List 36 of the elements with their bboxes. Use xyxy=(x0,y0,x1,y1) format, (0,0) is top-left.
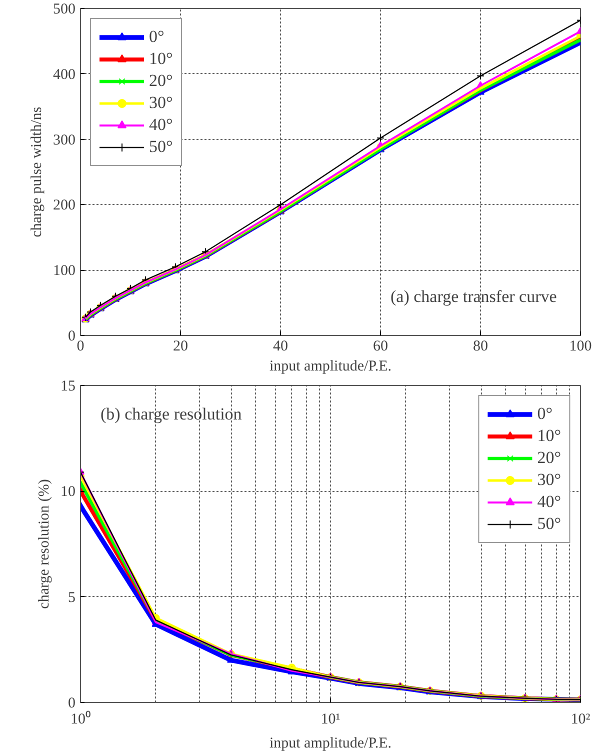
y-tick-label: 400 xyxy=(53,66,76,83)
x-tick-label: 60 xyxy=(373,338,388,354)
x-tick-label: 20 xyxy=(173,338,188,354)
y-tick-label: 5 xyxy=(68,590,76,606)
legend-label: 30° xyxy=(537,470,561,490)
x-axis-title: input amplitude/P.E. xyxy=(269,736,392,752)
y-tick-label: 300 xyxy=(53,132,76,148)
y-tick-label: 10 xyxy=(60,484,76,500)
legend-label: 40° xyxy=(149,115,173,135)
legend-label: 10° xyxy=(149,49,173,69)
x-tick-label: 40 xyxy=(273,338,288,354)
x-tick-label: 10⁰ xyxy=(70,710,90,728)
y-axis-title: charge resolution (%) xyxy=(36,479,52,609)
x-axis-title: input amplitude/P.E. xyxy=(269,358,392,374)
y-tick-label: 500 xyxy=(53,2,76,18)
legend-label: 40° xyxy=(537,492,561,512)
y-tick-label: 0 xyxy=(68,696,76,712)
legend-label: 20° xyxy=(149,71,173,91)
x-tick-label: 10² xyxy=(570,712,591,728)
y-axis-title: charge pulse width/ns xyxy=(29,106,45,238)
y-tick-label: 100 xyxy=(53,263,76,280)
legend-label: 10° xyxy=(537,426,561,446)
legend-label: 30° xyxy=(149,93,173,113)
legend-label: 0° xyxy=(149,27,166,47)
x-tick-label: 10¹ xyxy=(320,712,340,728)
x-tick-label: 100 xyxy=(569,338,592,354)
x-tick-label: 80 xyxy=(473,338,488,354)
legend-label: 50° xyxy=(149,137,173,157)
y-tick-label: 200 xyxy=(53,198,76,214)
legend-label: 50° xyxy=(537,514,561,534)
y-tick-label: 0 xyxy=(68,328,76,344)
annotation: (a) charge transfer curve xyxy=(390,287,557,306)
legend-label: 0° xyxy=(537,404,554,424)
annotation: (b) charge resolution xyxy=(100,404,242,424)
y-tick-label: 15 xyxy=(60,378,76,394)
legend-label: 20° xyxy=(537,448,561,468)
